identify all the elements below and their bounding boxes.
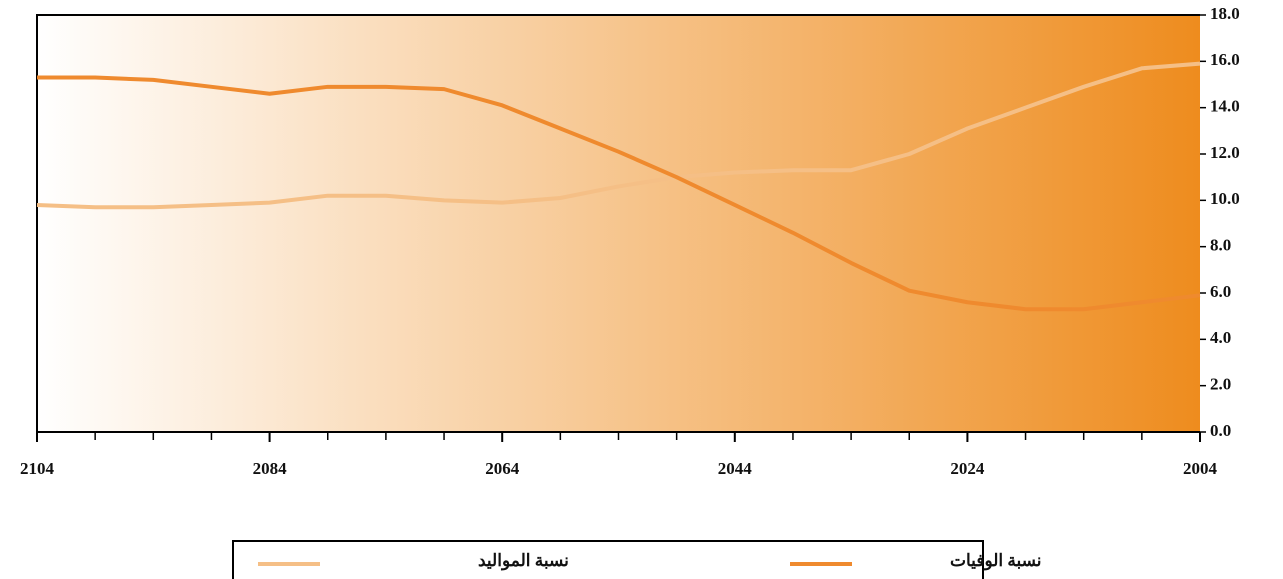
y-tick-label: 16.0: [1210, 50, 1240, 69]
legend-box: [232, 540, 984, 579]
plot-background: [37, 15, 1200, 432]
y-tick-label: 12.0: [1210, 143, 1240, 162]
series-line: [37, 75, 1201, 312]
y-tick-label: 18.0: [1210, 4, 1240, 23]
series-line: [36, 61, 1201, 210]
y-tick-label: 14.0: [1210, 97, 1240, 116]
y-tick-label: 10.0: [1210, 189, 1240, 208]
x-tick-label: 2004: [1183, 459, 1218, 478]
y-tick-label: 8.0: [1210, 236, 1231, 255]
y-tick-label: 6.0: [1210, 282, 1231, 301]
x-tick-label: 2024: [950, 459, 985, 478]
y-tick-label: 2.0: [1210, 375, 1231, 394]
x-tick-label: 2044: [718, 459, 753, 478]
legend-label: نسبة الوفيات: [950, 551, 1042, 571]
x-tick-label: 2084: [253, 459, 288, 478]
x-tick-label: 2104: [20, 459, 55, 478]
legend-label: نسبة المواليد: [478, 551, 569, 571]
y-tick-label: 4.0: [1210, 328, 1231, 347]
x-tick-label: 2064: [485, 459, 520, 478]
axis-frame: [36, 14, 1200, 433]
y-tick-label: 0.0: [1210, 421, 1231, 440]
